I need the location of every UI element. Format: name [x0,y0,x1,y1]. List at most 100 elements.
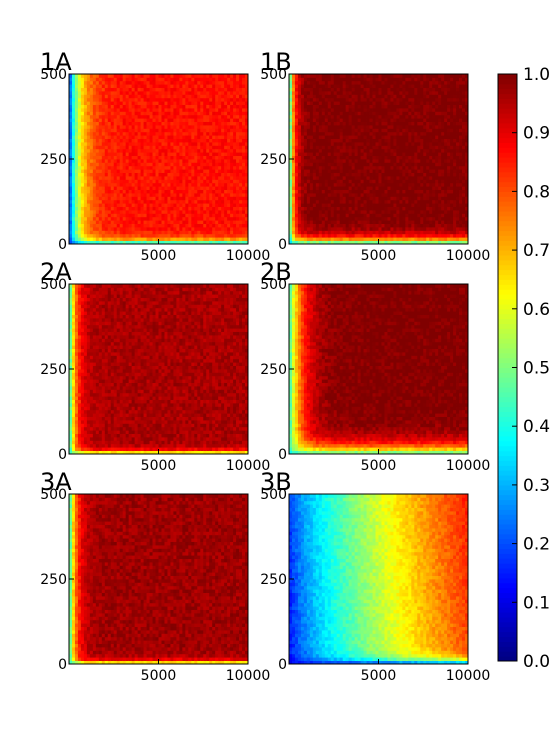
heatmap-cell [381,234,384,238]
heatmap-cell [167,94,170,98]
heatmap-cell [203,122,206,126]
heatmap-cell [340,91,343,95]
heatmap-cell [316,74,319,78]
heatmap-cell [156,149,159,153]
heatmap-cell [227,220,230,224]
heatmap-cell [75,156,78,160]
heatmap-cell [295,220,298,224]
heatmap-cell [215,139,218,143]
heatmap-cell [90,213,93,217]
heatmap-cell [346,173,349,177]
heatmap-cell [390,213,393,217]
heatmap-cell [185,118,188,122]
heatmap-cell [376,135,379,139]
heatmap-cell [328,176,331,180]
heatmap-cell [405,224,408,228]
heatmap-cell [289,115,292,119]
heatmap-cell [230,190,233,194]
heatmap-cell [78,220,81,224]
heatmap-cell [227,91,230,95]
heatmap-cell [402,145,405,149]
heatmap-cell [367,88,370,92]
heatmap-cell [328,166,331,170]
heatmap-cell [307,108,310,112]
heatmap-cell [316,94,319,98]
heatmap-cell [233,108,236,112]
heatmap-cell [188,118,191,122]
heatmap-cell [170,125,173,129]
heatmap-cell [328,111,331,115]
heatmap-cell [393,118,396,122]
heatmap-cell [381,132,384,136]
heatmap-cell [123,152,126,156]
heatmap-cell [129,230,132,234]
heatmap-cell [173,156,176,160]
heatmap-cell [99,183,102,187]
heatmap-cell [147,142,150,146]
heatmap-cell [355,220,358,224]
heatmap-cell [340,190,343,194]
heatmap-cell [120,84,123,88]
heatmap-cell [96,74,99,78]
heatmap-cell [72,162,75,166]
heatmap-cell [343,156,346,160]
heatmap-cell [224,142,227,146]
heatmap-cell [84,91,87,95]
heatmap-cell [200,139,203,143]
heatmap-cell [364,159,367,163]
heatmap-cell [81,159,84,163]
heatmap-cell [295,105,298,109]
heatmap-cell [75,190,78,194]
heatmap-cell [206,162,209,166]
heatmap-cell [218,81,221,85]
heatmap-cell [292,207,295,211]
heatmap-cell [129,210,132,214]
heatmap-cell [319,77,322,81]
heatmap-cell [242,196,245,200]
heatmap-cell [197,159,200,163]
heatmap-cell [191,81,194,85]
heatmap-cell [304,98,307,102]
heatmap-cell [355,128,358,132]
heatmap-cell [292,210,295,214]
heatmap-cell [147,84,150,88]
heatmap-cell [236,128,239,132]
heatmap-cell [340,149,343,153]
heatmap-cell [224,173,227,177]
heatmap-cell [105,159,108,163]
heatmap-cell [364,105,367,109]
heatmap-cell [132,159,135,163]
heatmap-cell [322,98,325,102]
heatmap-cell [167,98,170,102]
heatmap-cell [135,111,138,115]
heatmap-cell [159,213,162,217]
heatmap-cell [96,234,99,238]
heatmap-cell [78,84,81,88]
heatmap-cell [310,105,313,109]
heatmap-cell [69,142,72,146]
heatmap-cell [200,105,203,109]
heatmap-cell [200,162,203,166]
heatmap-cell [161,207,164,211]
heatmap-cell [150,169,153,173]
heatmap-cell [236,207,239,211]
heatmap-cell [295,196,298,200]
heatmap-cell [78,94,81,98]
heatmap-cell [144,169,147,173]
heatmap-cell [78,213,81,217]
heatmap-cell [221,88,224,92]
heatmap-cell [361,145,364,149]
heatmap-cell [161,159,164,163]
heatmap-cell [123,196,126,200]
heatmap-cell [78,176,81,180]
heatmap-cell [227,230,230,234]
heatmap-cell [319,145,322,149]
heatmap-cell [227,94,230,98]
heatmap-cell [298,111,301,115]
heatmap-cell [346,179,349,183]
heatmap-cell [379,227,382,231]
heatmap-cell [304,162,307,166]
heatmap-cell [334,173,337,177]
heatmap-cell [233,183,236,187]
heatmap-cell [108,193,111,197]
